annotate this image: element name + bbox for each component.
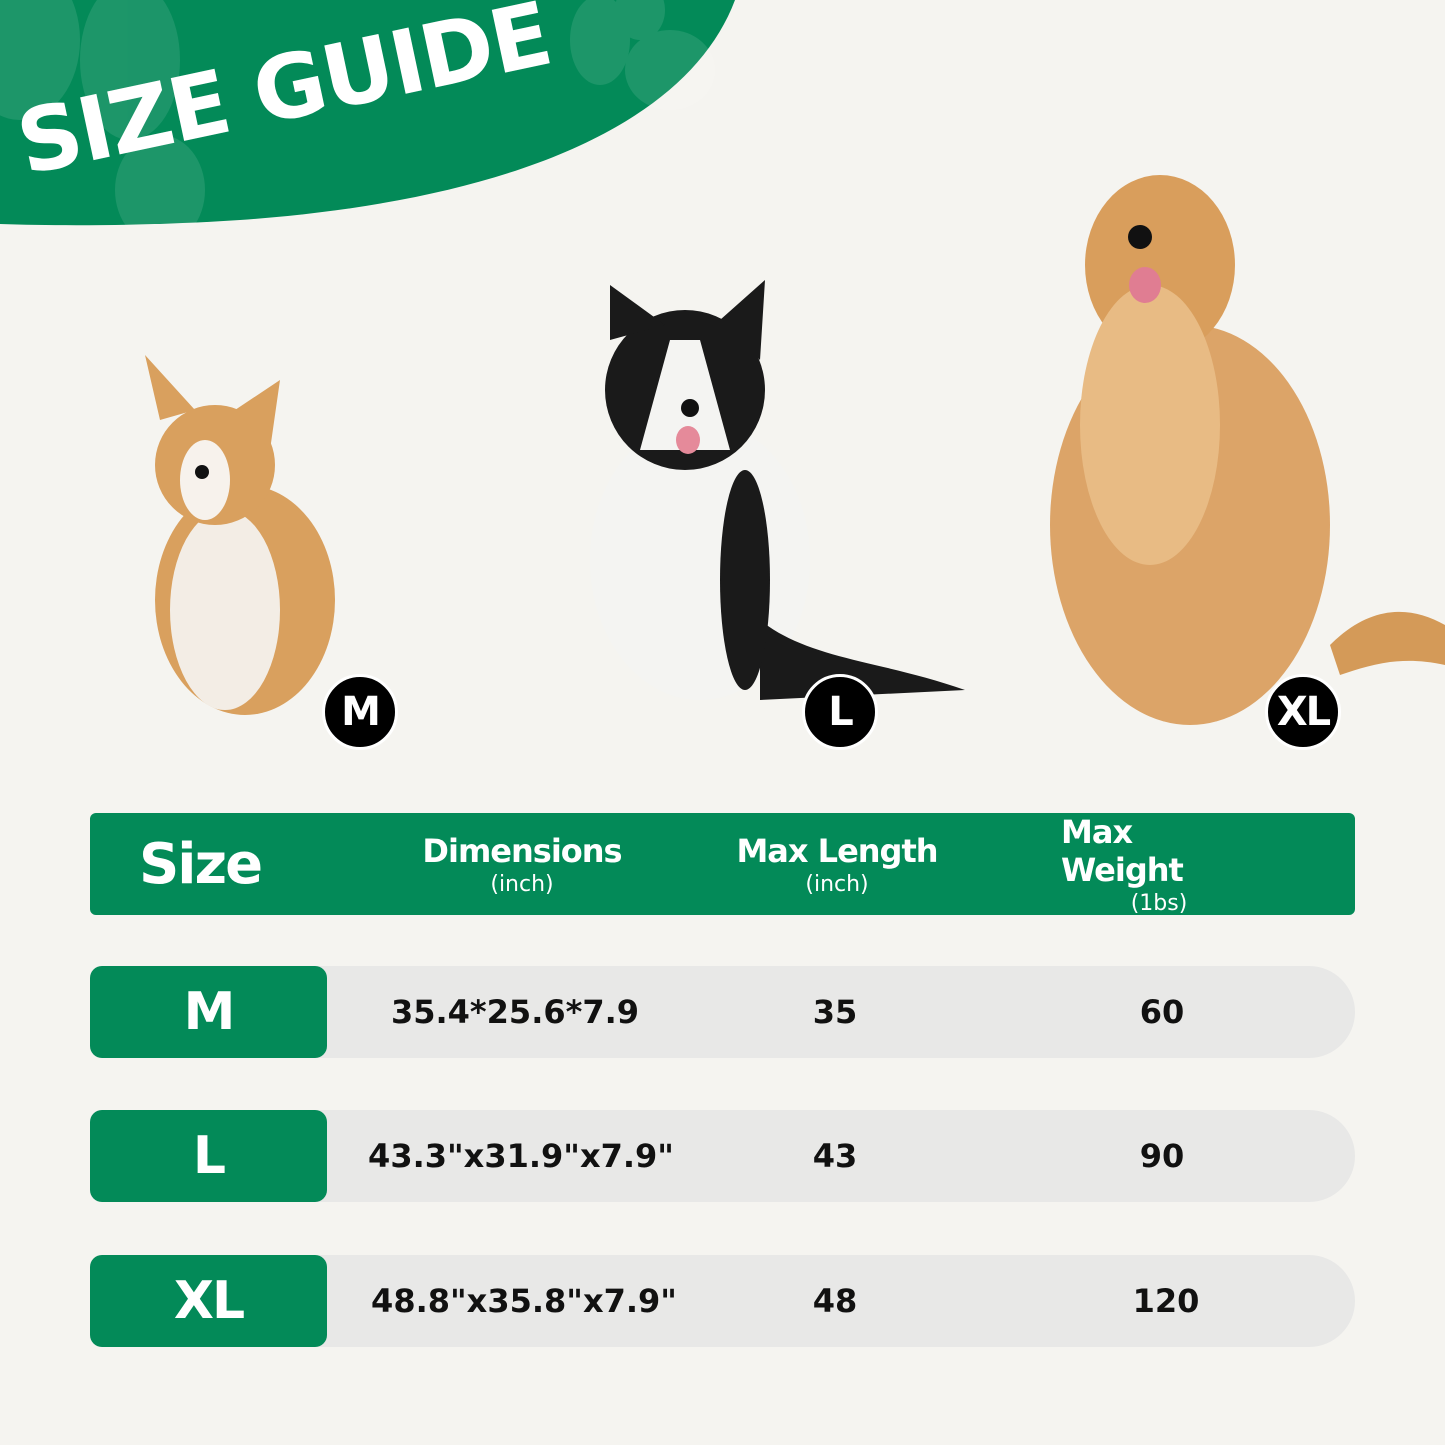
header-max-length: Max Length (inch) [736, 813, 938, 915]
size-badge-l: L [802, 674, 878, 750]
header-size: Size [138, 813, 263, 915]
row-max-weight: 90 [1139, 1137, 1185, 1175]
golden-retriever-image [1050, 175, 1445, 725]
table-row: M 35.4*25.6*7.9 35 60 [90, 966, 1355, 1058]
header-unit: (1bs) [1130, 890, 1188, 916]
header-unit: (inch) [805, 871, 869, 897]
title-banner [0, 0, 735, 230]
corgi-image [145, 355, 335, 715]
table-row: L 43.3"x31.9"x7.9" 43 90 [90, 1110, 1355, 1202]
paw-pattern [0, 0, 715, 230]
row-max-weight: 60 [1139, 993, 1185, 1031]
header-dimensions: Dimensions (inch) [422, 813, 622, 915]
row-max-weight: 120 [1132, 1282, 1200, 1320]
size-badge-m: M [322, 674, 398, 750]
row-max-length: 48 [812, 1282, 858, 1320]
header-label: Dimensions [422, 831, 622, 870]
row-dimensions: 43.3"x31.9"x7.9" [368, 1137, 674, 1175]
header-label: Max Length [736, 831, 938, 870]
table-row: XL 48.8"x35.8"x7.9" 48 120 [90, 1255, 1355, 1347]
row-dimensions: 35.4*25.6*7.9 [390, 993, 640, 1031]
row-dimensions: 48.8"x35.8"x7.9" [371, 1282, 677, 1320]
header-max-weight: Max Weight (1bs) [1061, 812, 1257, 916]
row-size: M [90, 966, 327, 1058]
header-label: Max Weight [1061, 812, 1184, 889]
row-max-length: 35 [812, 993, 858, 1031]
row-size: L [90, 1110, 327, 1202]
row-max-length: 43 [812, 1137, 858, 1175]
border-collie-image [590, 280, 965, 700]
table-header: Size Dimensions (inch) Max Length (inch) M… [90, 812, 1355, 916]
size-badge-xl: XL [1265, 674, 1341, 750]
row-size: XL [90, 1255, 327, 1347]
header-label: Size [138, 831, 263, 897]
header-unit: (inch) [490, 871, 554, 897]
